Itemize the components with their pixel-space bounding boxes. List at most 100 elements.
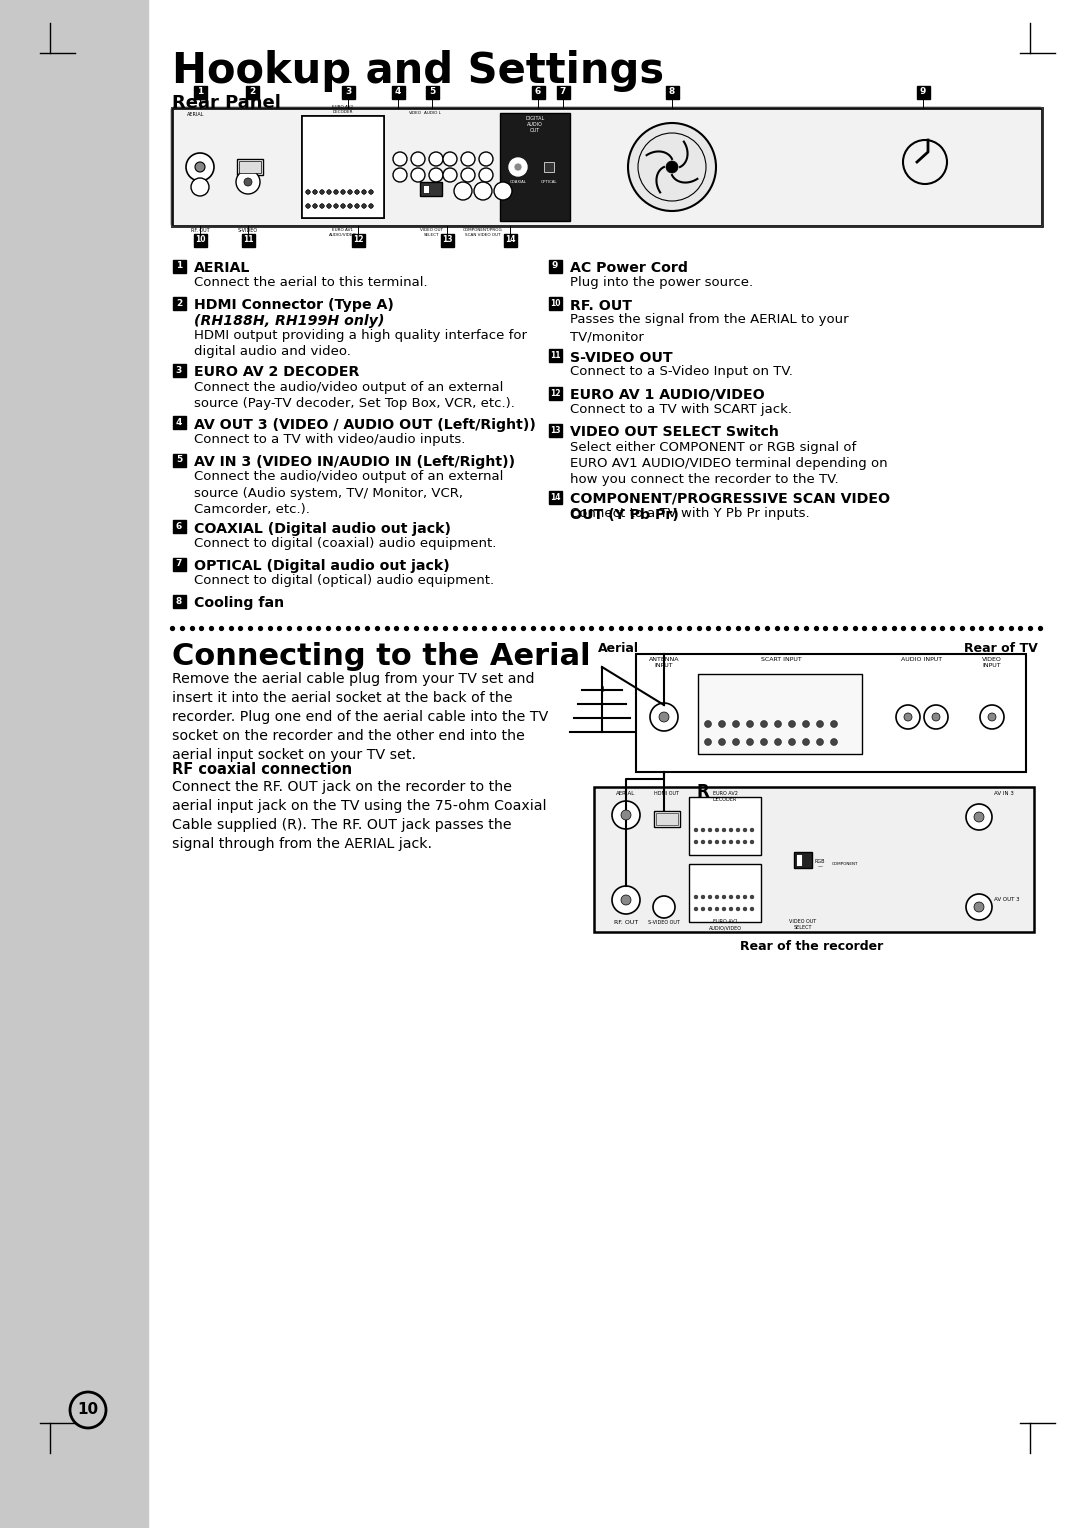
Circle shape — [896, 704, 920, 729]
Circle shape — [732, 721, 740, 727]
Bar — [173, 454, 186, 466]
Circle shape — [704, 721, 712, 727]
Bar — [341, 86, 354, 98]
Text: VIDEO OUT
SELECT: VIDEO OUT SELECT — [419, 228, 443, 237]
Circle shape — [802, 738, 810, 746]
Circle shape — [368, 189, 374, 194]
Bar — [423, 185, 429, 193]
Circle shape — [411, 151, 426, 167]
Bar — [193, 86, 206, 98]
Circle shape — [966, 894, 993, 920]
Circle shape — [320, 203, 324, 208]
Text: 3: 3 — [345, 87, 351, 96]
Circle shape — [327, 189, 332, 194]
Circle shape — [355, 189, 360, 194]
Text: VIDEO OUT SELECT Switch: VIDEO OUT SELECT Switch — [570, 425, 779, 440]
Circle shape — [650, 703, 678, 730]
Bar — [556, 86, 569, 98]
Circle shape — [368, 203, 374, 208]
Text: 8: 8 — [669, 87, 675, 96]
Circle shape — [327, 189, 332, 194]
Circle shape — [735, 840, 740, 843]
Bar — [656, 813, 678, 825]
Bar — [796, 854, 802, 866]
Text: 6: 6 — [535, 87, 541, 96]
Circle shape — [429, 151, 443, 167]
Circle shape — [715, 840, 719, 843]
Circle shape — [701, 908, 705, 911]
Bar — [689, 863, 761, 921]
Text: Passes the signal from the AERIAL to your
TV/monitor: Passes the signal from the AERIAL to you… — [570, 313, 849, 342]
Text: AERIAL: AERIAL — [187, 112, 205, 118]
Text: AC Power Cord: AC Power Cord — [570, 261, 688, 275]
Circle shape — [708, 828, 712, 833]
Circle shape — [924, 704, 948, 729]
Text: COAXIAL: COAXIAL — [510, 180, 526, 183]
Circle shape — [320, 203, 324, 208]
Circle shape — [320, 189, 324, 194]
Bar — [441, 234, 454, 246]
Text: SCART INPUT: SCART INPUT — [760, 657, 801, 662]
Circle shape — [653, 895, 675, 918]
Text: 8: 8 — [176, 597, 183, 607]
Bar — [549, 260, 562, 272]
Circle shape — [368, 189, 374, 194]
Circle shape — [334, 203, 338, 208]
Circle shape — [715, 895, 719, 898]
Text: Plug into the power source.: Plug into the power source. — [570, 277, 753, 289]
Bar — [242, 234, 255, 246]
Circle shape — [461, 151, 475, 167]
Text: 11: 11 — [550, 351, 561, 361]
Circle shape — [362, 189, 366, 194]
Circle shape — [341, 203, 346, 208]
Circle shape — [313, 189, 318, 194]
Bar — [549, 423, 562, 437]
Circle shape — [715, 908, 719, 911]
Circle shape — [729, 840, 733, 843]
Circle shape — [659, 712, 669, 723]
Circle shape — [831, 738, 837, 746]
Text: 14: 14 — [504, 235, 515, 244]
Bar — [420, 182, 442, 196]
Circle shape — [694, 908, 698, 911]
Text: 10: 10 — [78, 1403, 98, 1418]
Bar — [549, 490, 562, 504]
Text: Connect the RF. OUT jack on the recorder to the
aerial input jack on the TV usin: Connect the RF. OUT jack on the recorder… — [172, 779, 546, 851]
Circle shape — [816, 721, 824, 727]
Circle shape — [729, 895, 733, 898]
Circle shape — [831, 721, 837, 727]
Text: Rear of the recorder: Rear of the recorder — [741, 940, 883, 953]
Circle shape — [746, 738, 754, 746]
Circle shape — [932, 714, 940, 721]
Text: 7: 7 — [559, 87, 566, 96]
Text: 5: 5 — [429, 87, 435, 96]
Circle shape — [362, 189, 366, 194]
Text: AERIAL: AERIAL — [194, 261, 251, 275]
Circle shape — [788, 721, 796, 727]
Bar — [302, 116, 384, 219]
Circle shape — [743, 828, 747, 833]
Text: Connect to a TV with video/audio inputs.: Connect to a TV with video/audio inputs. — [194, 432, 465, 446]
Circle shape — [362, 203, 366, 208]
Text: Connect to a TV with SCART jack.: Connect to a TV with SCART jack. — [570, 403, 792, 416]
Text: OPTICAL: OPTICAL — [541, 180, 557, 183]
Bar — [173, 416, 186, 429]
Text: Remove the aerial cable plug from your TV set and
insert it into the aerial sock: Remove the aerial cable plug from your T… — [172, 672, 549, 762]
Bar — [698, 674, 862, 753]
Bar — [503, 234, 516, 246]
Text: 4: 4 — [176, 419, 183, 426]
Circle shape — [708, 840, 712, 843]
Text: COMPONENT: COMPONENT — [832, 862, 859, 866]
Circle shape — [746, 721, 754, 727]
Circle shape — [701, 895, 705, 898]
Circle shape — [313, 189, 318, 194]
Circle shape — [729, 908, 733, 911]
Text: VIDEO OUT
SELECT: VIDEO OUT SELECT — [789, 920, 816, 931]
Text: EURO AV 2 DECODER: EURO AV 2 DECODER — [194, 365, 360, 379]
Bar — [426, 86, 438, 98]
Circle shape — [237, 170, 260, 194]
Circle shape — [774, 721, 782, 727]
Circle shape — [334, 189, 338, 194]
Circle shape — [306, 189, 310, 194]
Text: 5: 5 — [176, 455, 183, 465]
